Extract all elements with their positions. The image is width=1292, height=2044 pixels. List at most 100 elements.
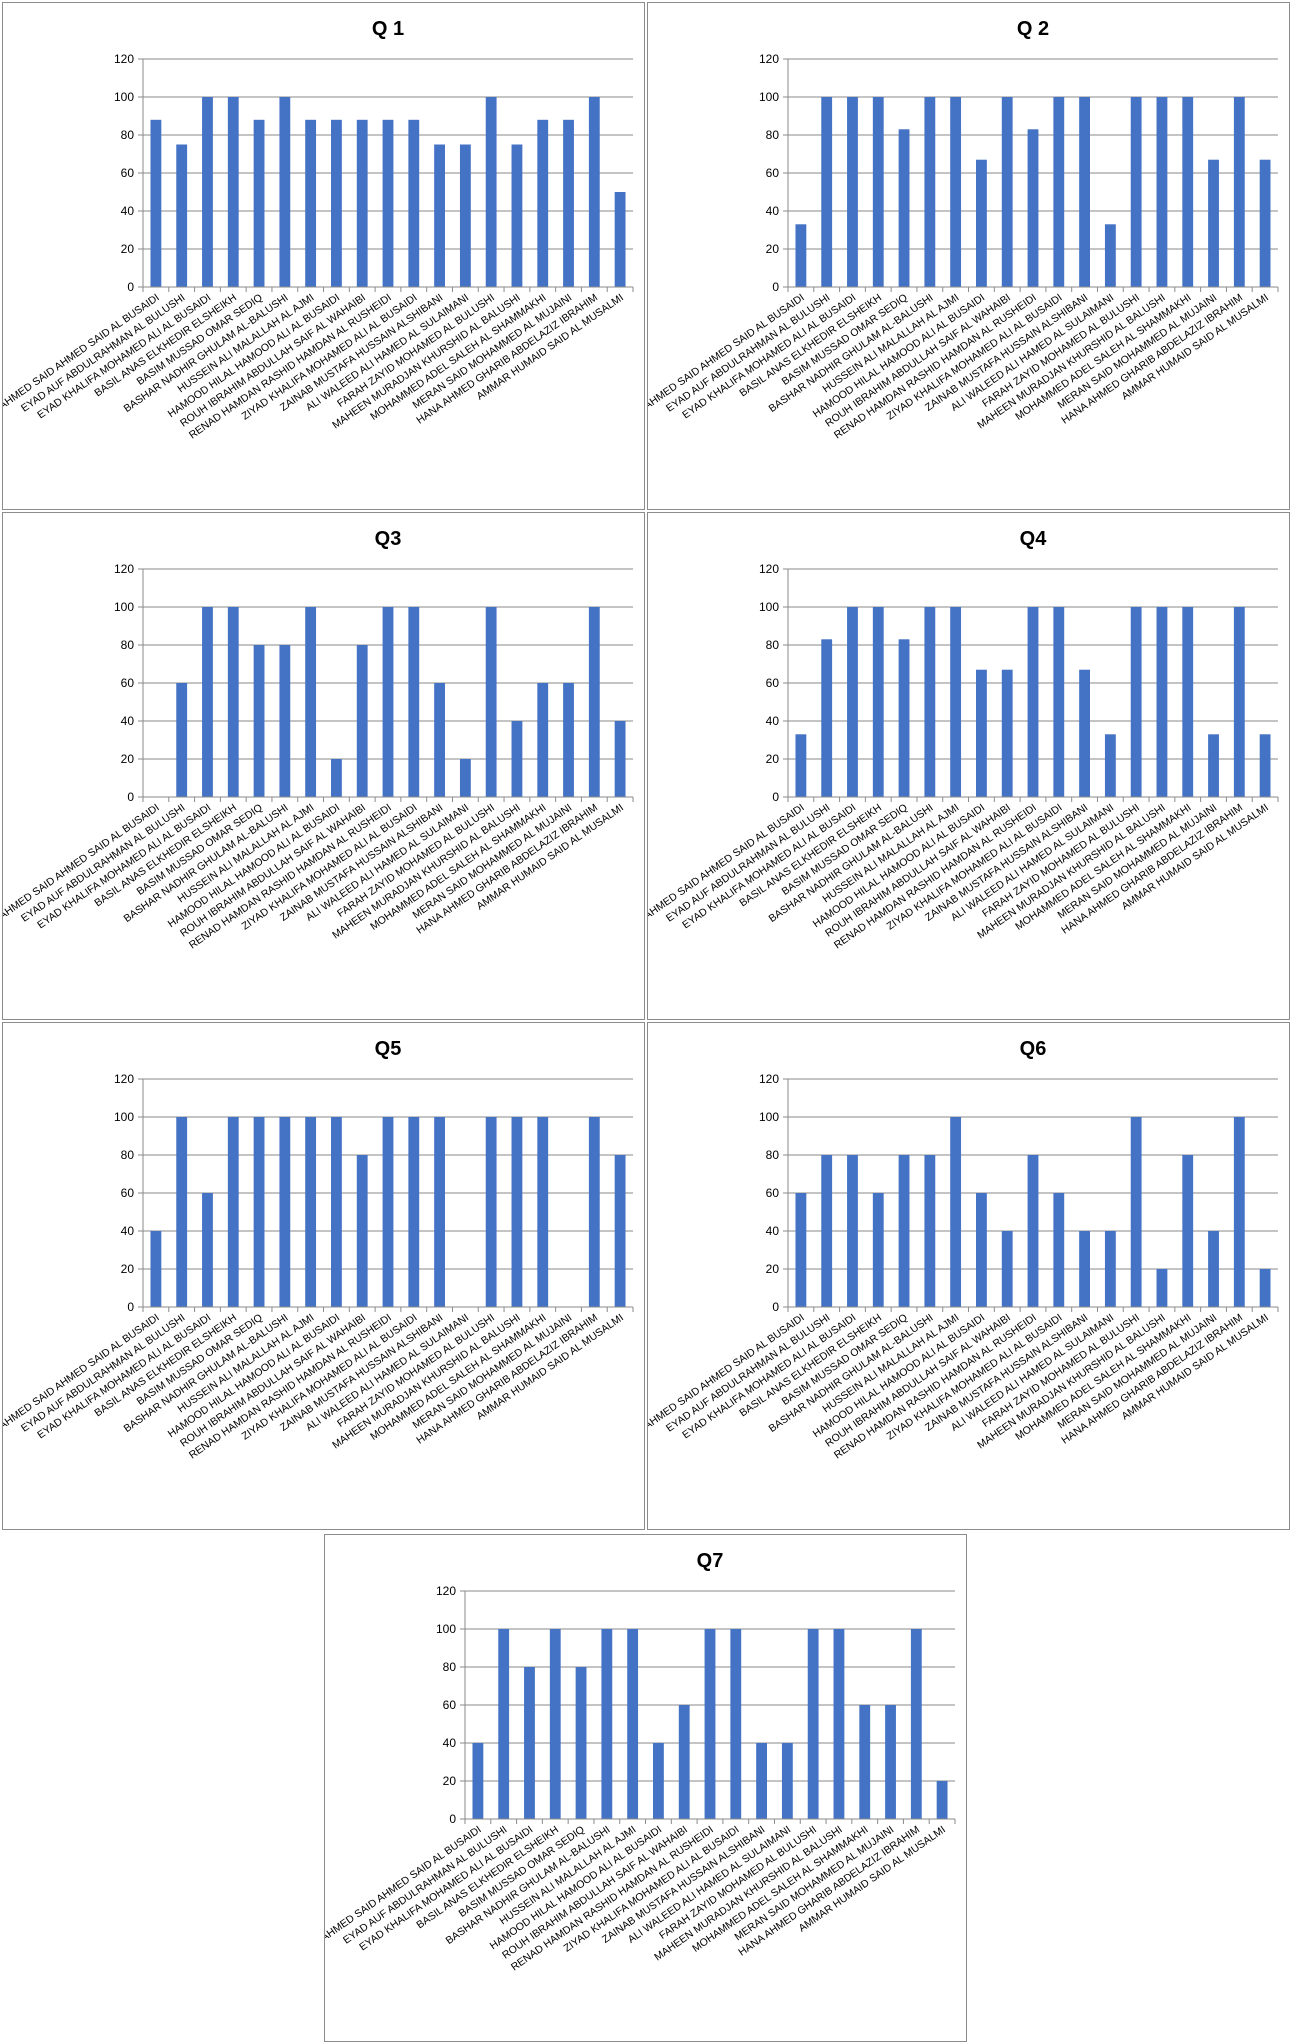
- bar: [898, 1155, 910, 1307]
- bar: [1182, 607, 1194, 797]
- bar: [1259, 159, 1271, 287]
- bar: [833, 1629, 845, 1819]
- bar: [885, 1705, 896, 1819]
- bar: [1130, 97, 1142, 287]
- bar: [614, 721, 626, 797]
- bar: [202, 1193, 213, 1307]
- bar: [485, 607, 497, 797]
- bar: [459, 759, 471, 797]
- bar: [1233, 97, 1245, 287]
- bar: [537, 119, 549, 287]
- bar: [176, 144, 188, 287]
- bar: [408, 607, 420, 797]
- bar: [1001, 97, 1013, 287]
- y-tick-label: 80: [121, 638, 135, 652]
- bar: [756, 1743, 767, 1819]
- bar: [1208, 1231, 1219, 1307]
- chart-panel-q6: Q6 0 20 40 60 80 100 120 AHMED SAID AHMED SAID A…: [647, 1022, 1290, 1530]
- bar: [305, 607, 317, 797]
- bar: [382, 607, 394, 797]
- bar: [1053, 607, 1065, 797]
- bar: [227, 1117, 239, 1307]
- bar: [807, 1629, 819, 1819]
- y-tick-label: 40: [766, 714, 780, 728]
- bar: [910, 1629, 922, 1819]
- y-tick-label: 0: [772, 280, 779, 294]
- bar: [1079, 669, 1090, 797]
- bar: [356, 119, 368, 287]
- bar: [202, 607, 213, 797]
- y-tick-label: 0: [772, 790, 779, 804]
- bar: [678, 1705, 690, 1819]
- bar: [1104, 224, 1116, 287]
- bar: [1259, 1269, 1271, 1307]
- y-tick-label: 100: [436, 1622, 456, 1636]
- chart-panel-q5: Q5 0 20 40 60 80 100 120 AHMED SAID AHMED SAID A…: [2, 1022, 645, 1530]
- bar: [601, 1629, 613, 1819]
- bar: [936, 1781, 948, 1819]
- bar: [588, 1117, 600, 1307]
- y-tick-label: 100: [759, 1110, 779, 1124]
- bar: [1182, 1155, 1194, 1307]
- bar: [227, 607, 239, 797]
- bar: [588, 97, 600, 287]
- bar: [898, 639, 910, 797]
- y-tick-label: 40: [766, 1224, 780, 1238]
- bar: [1233, 607, 1245, 797]
- y-tick-label: 20: [121, 752, 135, 766]
- bar: [575, 1667, 587, 1819]
- bar: [563, 683, 574, 797]
- y-tick-label: 60: [766, 1186, 780, 1200]
- bar: [924, 607, 936, 797]
- bar: [1079, 1231, 1090, 1307]
- y-tick-label: 40: [121, 714, 135, 728]
- chart-panel-q1: Q 1 0 20 40 60 80 100 120 AHMED SAID AHMED SAID …: [2, 2, 645, 510]
- bar: [872, 1193, 884, 1307]
- bar: [1130, 607, 1142, 797]
- bar: [781, 1743, 793, 1819]
- chart-title: Q7: [697, 1550, 724, 1572]
- bar: [1130, 1117, 1142, 1307]
- y-tick-label: 0: [449, 1812, 456, 1826]
- chart-panel-q2: Q 2 0 20 40 60 80 100 120 AHMED SAID AHMED SAID …: [647, 2, 1290, 510]
- bar: [434, 1117, 445, 1307]
- bar: [588, 607, 600, 797]
- bar: [976, 1193, 987, 1307]
- y-tick-label: 120: [436, 1584, 456, 1598]
- bar: [627, 1629, 639, 1819]
- bar: [305, 1117, 317, 1307]
- bar: [485, 1117, 497, 1307]
- y-tick-label: 80: [766, 128, 780, 142]
- y-tick-label: 120: [759, 52, 779, 66]
- bar: [227, 97, 239, 287]
- bar: [1053, 97, 1065, 287]
- bar: [202, 97, 213, 287]
- y-tick-label: 20: [121, 1262, 135, 1276]
- chart-title: Q 2: [1017, 18, 1049, 40]
- bar: [1001, 669, 1013, 797]
- y-tick-label: 20: [766, 752, 780, 766]
- bar: [511, 1117, 523, 1307]
- bar: [1156, 1269, 1168, 1307]
- bar: [331, 1117, 342, 1307]
- bar: [150, 119, 162, 287]
- chart-title: Q4: [1020, 528, 1048, 550]
- y-tick-label: 0: [127, 1300, 134, 1314]
- y-tick-label: 20: [443, 1774, 457, 1788]
- y-tick-label: 80: [443, 1660, 457, 1674]
- bar: [614, 192, 626, 287]
- bar: [1208, 159, 1219, 287]
- y-tick-label: 60: [443, 1698, 457, 1712]
- bar: [459, 144, 471, 287]
- bar: [524, 1667, 535, 1819]
- bar: [356, 645, 368, 797]
- bar: [924, 1155, 936, 1307]
- y-tick-label: 80: [121, 1148, 135, 1162]
- bar: [279, 645, 291, 797]
- y-tick-label: 100: [114, 90, 134, 104]
- bar: [511, 144, 523, 287]
- bar: [176, 683, 188, 797]
